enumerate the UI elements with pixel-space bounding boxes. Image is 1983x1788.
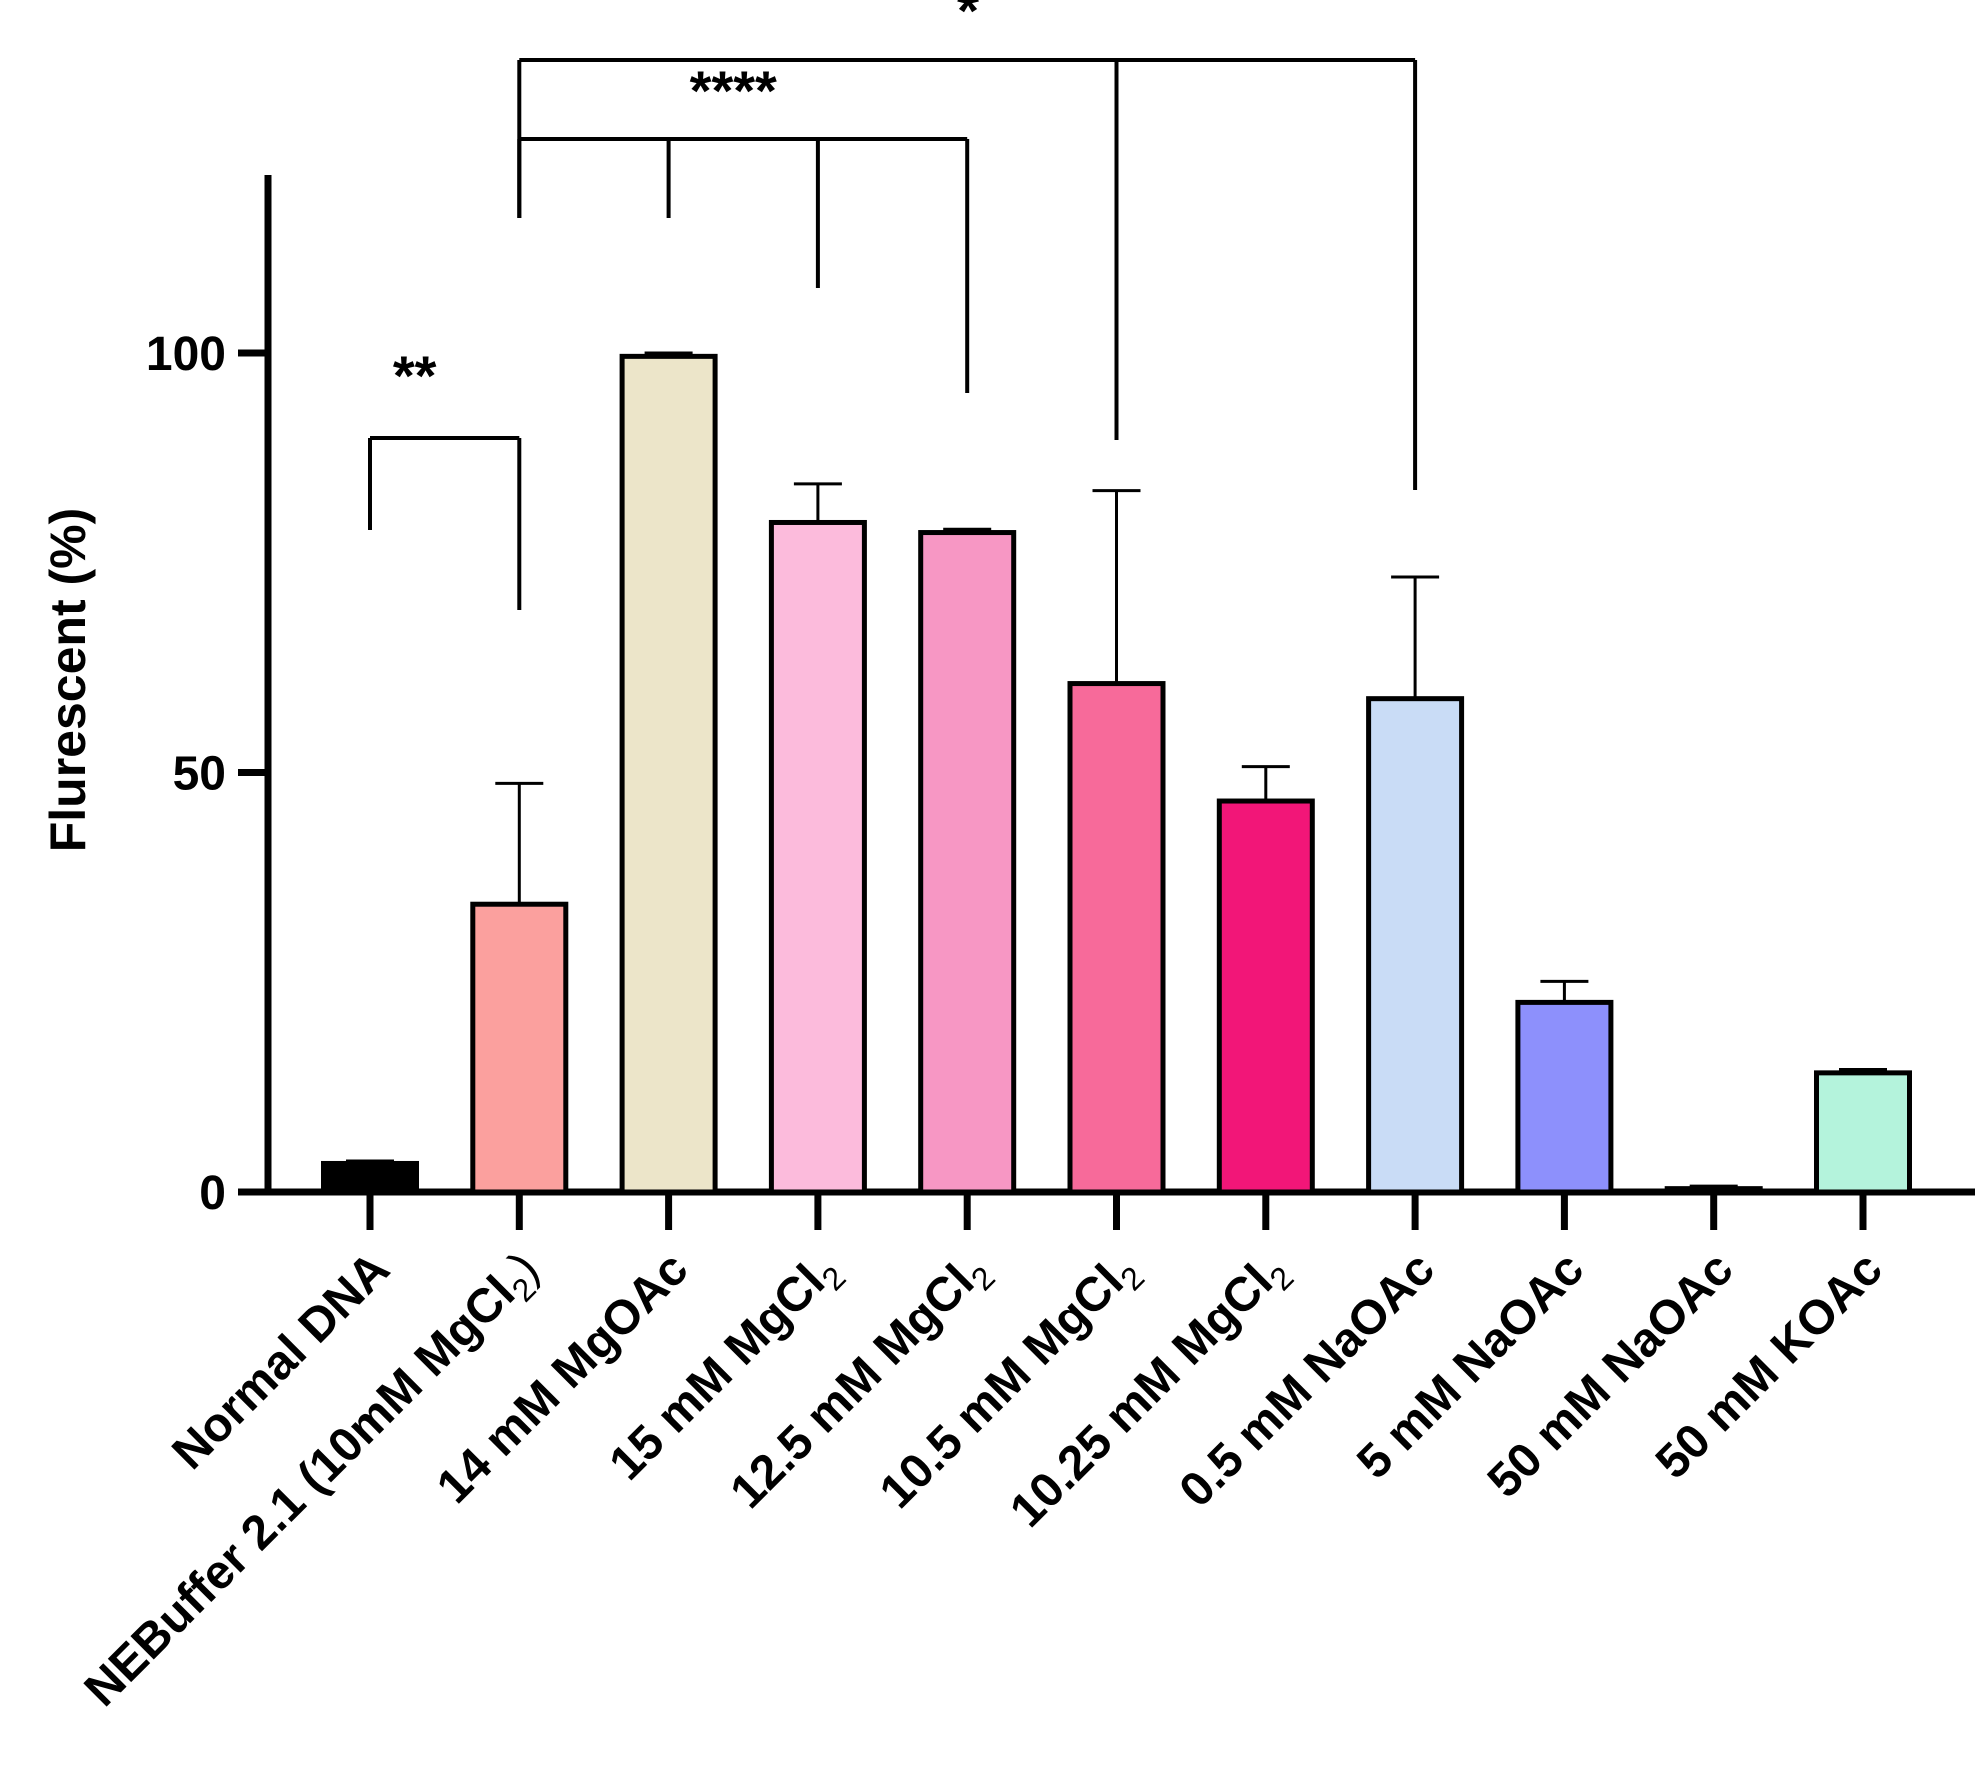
y-tick-label: 50 <box>173 748 226 801</box>
x-tick-label-text: 14 mM MgOAc <box>427 1242 698 1513</box>
bar <box>1366 696 1465 1195</box>
x-tick-label-text: 10.25 mM MgCl <box>1000 1255 1283 1538</box>
bar <box>619 353 718 1195</box>
x-tick-label-text: 0.5 mM NaOAc <box>1170 1242 1445 1517</box>
bar <box>1664 1186 1763 1195</box>
y-tick-label: 100 <box>146 328 226 381</box>
bar <box>918 530 1017 1195</box>
significance-label: ** <box>393 344 437 407</box>
y-axis-label: Flurescent (%) <box>40 508 96 853</box>
bar <box>1216 798 1315 1195</box>
bar <box>768 519 867 1195</box>
x-tick-label: 12.5 mM MgCl2 <box>721 1242 1002 1523</box>
bar <box>1515 999 1614 1195</box>
bar <box>1814 1070 1912 1195</box>
x-tick-label: 0.5 mM NaOAc <box>1170 1242 1445 1517</box>
significance-label: * <box>957 0 979 42</box>
bar <box>321 1160 419 1195</box>
bar <box>1067 681 1166 1195</box>
y-tick-label: 0 <box>199 1167 226 1220</box>
x-tick-label: 10.25 mM MgCl2 <box>1000 1242 1300 1542</box>
significance-label: **** <box>690 59 777 122</box>
significance-group: ******* <box>368 0 1418 610</box>
x-tick-label: 10.5 mM MgCl2 <box>870 1242 1151 1523</box>
x-tick-label: 14 mM MgOAc <box>427 1242 698 1513</box>
bar <box>470 901 569 1195</box>
bars-group <box>321 351 1912 1195</box>
